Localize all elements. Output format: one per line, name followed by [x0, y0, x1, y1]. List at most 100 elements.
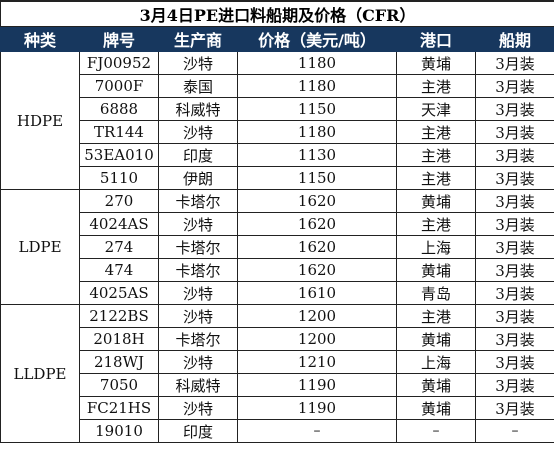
table-row: 274 卡塔尔 1620 上海 3月装 [1, 235, 554, 259]
cell-producer: 沙特 [158, 120, 238, 144]
cell-grade: 7000F [79, 74, 159, 98]
cell-port: 黄埔 [396, 51, 476, 75]
cell-price: 1180 [237, 74, 397, 98]
cell-grade: FC21HS [79, 396, 159, 420]
cell-producer: 沙特 [158, 396, 238, 420]
table-row: HDPE FJ00952 沙特 1180 黄埔 3月装 [0, 51, 554, 190]
cell-shipment: 3月装 [474, 281, 554, 305]
cell-port: 主港 [396, 304, 476, 328]
column-header-grade: 牌号 [79, 26, 159, 52]
cell-port: 上海 [396, 235, 476, 259]
cell-price: 1150 [237, 97, 397, 121]
column-header-price: 价格（美元/吨） [237, 26, 397, 52]
cell-producer: 泰国 [158, 74, 238, 98]
cell-producer: 沙特 [158, 304, 238, 328]
cell-producer: 卡塔尔 [158, 258, 238, 282]
cell-grade: 2122BS [79, 304, 159, 328]
cell-shipment: 3月装 [474, 258, 554, 282]
table-row: 53EA010 印度 1130 主港 3月装 [1, 143, 554, 167]
cell-port: 主港 [396, 143, 476, 167]
cell-grade: 6888 [79, 97, 159, 121]
cell-producer: 沙特 [158, 51, 238, 75]
cell-price: 1180 [237, 120, 397, 144]
header-row: 种类 牌号 生产商 价格（美元/吨） 港口 船期 [0, 26, 554, 52]
cell-category: LLDPE [0, 304, 80, 443]
cell-port: 黄埔 [396, 189, 476, 213]
cell-category: HDPE [0, 51, 80, 190]
cell-grade: TR144 [79, 120, 159, 144]
cell-grade: 53EA010 [79, 143, 159, 167]
cell-producer: 科威特 [158, 97, 238, 121]
cell-price: 1190 [237, 396, 397, 420]
cell-grade: FJ00952 [79, 51, 159, 75]
cell-port: 主港 [396, 212, 476, 236]
cell-grade: 474 [79, 258, 159, 282]
cell-grade: 19010 [79, 419, 159, 443]
table-row: 218WJ 沙特 1210 上海 3月装 [1, 350, 554, 374]
cell-price: 1610 [237, 281, 397, 305]
cell-price: 1130 [237, 143, 397, 167]
cell-grade: 4025AS [79, 281, 159, 305]
cell-shipment: 3月装 [474, 212, 554, 236]
cell-price: 1620 [237, 189, 397, 213]
table-row: 474 卡塔尔 1620 黄埔 3月装 [1, 258, 554, 282]
cell-shipment: – [474, 419, 554, 443]
cell-grade: 270 [79, 189, 159, 213]
cell-port: 黄埔 [396, 373, 476, 397]
cell-grade: 7050 [79, 373, 159, 397]
cell-producer: 印度 [158, 419, 238, 443]
cell-price: 1180 [237, 51, 397, 75]
cell-producer: 科威特 [158, 373, 238, 397]
table-row: 19010 印度 – – – [1, 419, 554, 443]
table-row: 4024AS 沙特 1620 主港 3月装 [1, 212, 554, 236]
cell-price: 1190 [237, 373, 397, 397]
cell-port: 主港 [396, 74, 476, 98]
table-body: 3月4日PE进口料船期及价格（CFR） 种类 牌号 生产商 价格（美元/吨） 港… [0, 0, 554, 443]
table-row: 7000F 泰国 1180 主港 3月装 [1, 74, 554, 98]
cell-shipment: 3月装 [474, 97, 554, 121]
cell-grade: 274 [79, 235, 159, 259]
cell-price: 1150 [237, 166, 397, 190]
table-row: 7050 科威特 1190 黄埔 3月装 [1, 373, 554, 397]
cell-grade: 5110 [79, 166, 159, 190]
price-table: 3月4日PE进口料船期及价格（CFR） 种类 牌号 生产商 价格（美元/吨） 港… [0, 0, 554, 443]
cell-producer: 伊朗 [158, 166, 238, 190]
column-header-shipment: 船期 [474, 26, 554, 52]
cell-shipment: 3月装 [474, 51, 554, 75]
cell-shipment: 3月装 [474, 350, 554, 374]
cell-shipment: 3月装 [474, 396, 554, 420]
cell-producer: 卡塔尔 [158, 327, 238, 351]
cell-shipment: 3月装 [474, 120, 554, 144]
cell-port: 主港 [396, 166, 476, 190]
cell-producer: 沙特 [158, 350, 238, 374]
cell-price: 1200 [237, 327, 397, 351]
cell-price: 1620 [237, 235, 397, 259]
cell-price: 1620 [237, 212, 397, 236]
cell-price: 1210 [237, 350, 397, 374]
table-row: 4025AS 沙特 1610 青岛 3月装 [1, 281, 554, 305]
cell-shipment: 3月装 [474, 143, 554, 167]
column-header-port: 港口 [396, 26, 476, 52]
cell-shipment: 3月装 [474, 74, 554, 98]
cell-producer: 沙特 [158, 212, 238, 236]
table-row: LLDPE 2122BS 沙特 1200 主港 3月装 [0, 304, 554, 443]
table-row: 6888 科威特 1150 天津 3月装 [1, 97, 554, 121]
cell-price: – [237, 419, 397, 443]
cell-port: 黄埔 [396, 327, 476, 351]
table-row: FC21HS 沙特 1190 黄埔 3月装 [1, 396, 554, 420]
cell-grade: 2018H [79, 327, 159, 351]
cell-producer: 沙特 [158, 281, 238, 305]
cell-category: LDPE [0, 189, 80, 305]
cell-shipment: 3月装 [474, 304, 554, 328]
cell-port: 上海 [396, 350, 476, 374]
cell-port: 主港 [396, 120, 476, 144]
cell-port: 天津 [396, 97, 476, 121]
cell-shipment: 3月装 [474, 189, 554, 213]
cell-port: 黄埔 [396, 396, 476, 420]
table-row: 2018H 卡塔尔 1200 黄埔 3月装 [1, 327, 554, 351]
cell-grade: 4024AS [79, 212, 159, 236]
cell-producer: 卡塔尔 [158, 189, 238, 213]
cell-shipment: 3月装 [474, 235, 554, 259]
table-row: TR144 沙特 1180 主港 3月装 [1, 120, 554, 144]
